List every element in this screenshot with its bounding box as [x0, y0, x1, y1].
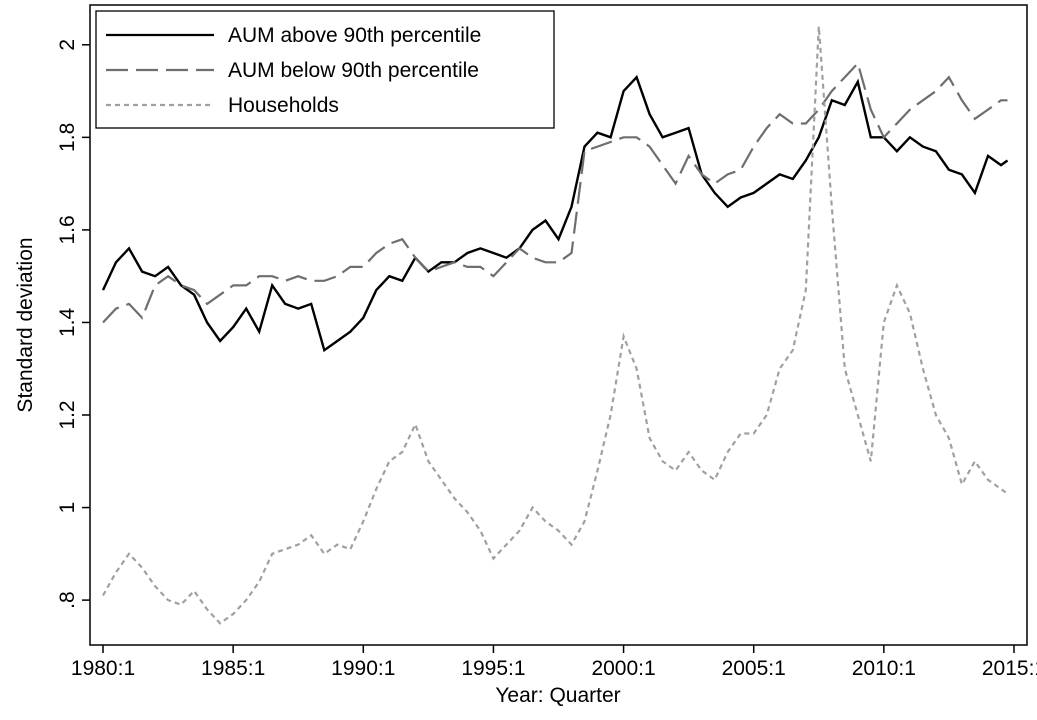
- y-axis-title: Standard deviation: [14, 237, 37, 412]
- x-tick-label: 1995:1: [461, 657, 525, 680]
- legend-label: Households: [228, 94, 339, 117]
- series-line: [101, 74, 1009, 353]
- series-line: [102, 61, 1008, 324]
- x-tick-label: 1990:1: [331, 657, 395, 680]
- y-tick-label: 1.2: [56, 400, 79, 429]
- plot-frame: [89, 4, 1028, 646]
- x-axis-title: Year: Quarter: [495, 684, 620, 707]
- legend-label: AUM below 90th percentile: [228, 59, 479, 82]
- x-tick-label: 2005:1: [722, 657, 786, 680]
- y-tick-label: .8: [56, 591, 79, 609]
- y-tick-label: 1: [56, 502, 79, 514]
- x-tick-label: 1985:1: [201, 657, 265, 680]
- legend-label: AUM above 90th percentile: [228, 24, 481, 47]
- x-tick-label: 2015:1: [982, 657, 1037, 680]
- y-tick-label: 1.8: [56, 123, 79, 152]
- y-tick-label: 2: [56, 39, 79, 51]
- y-tick-label: 1.6: [56, 215, 79, 244]
- x-tick-label: 1980:1: [71, 657, 135, 680]
- x-tick-label: 2000:1: [591, 657, 655, 680]
- x-tick-label: 2010:1: [852, 657, 916, 680]
- y-tick-label: 1.4: [56, 308, 79, 338]
- series-line: [102, 26, 1009, 625]
